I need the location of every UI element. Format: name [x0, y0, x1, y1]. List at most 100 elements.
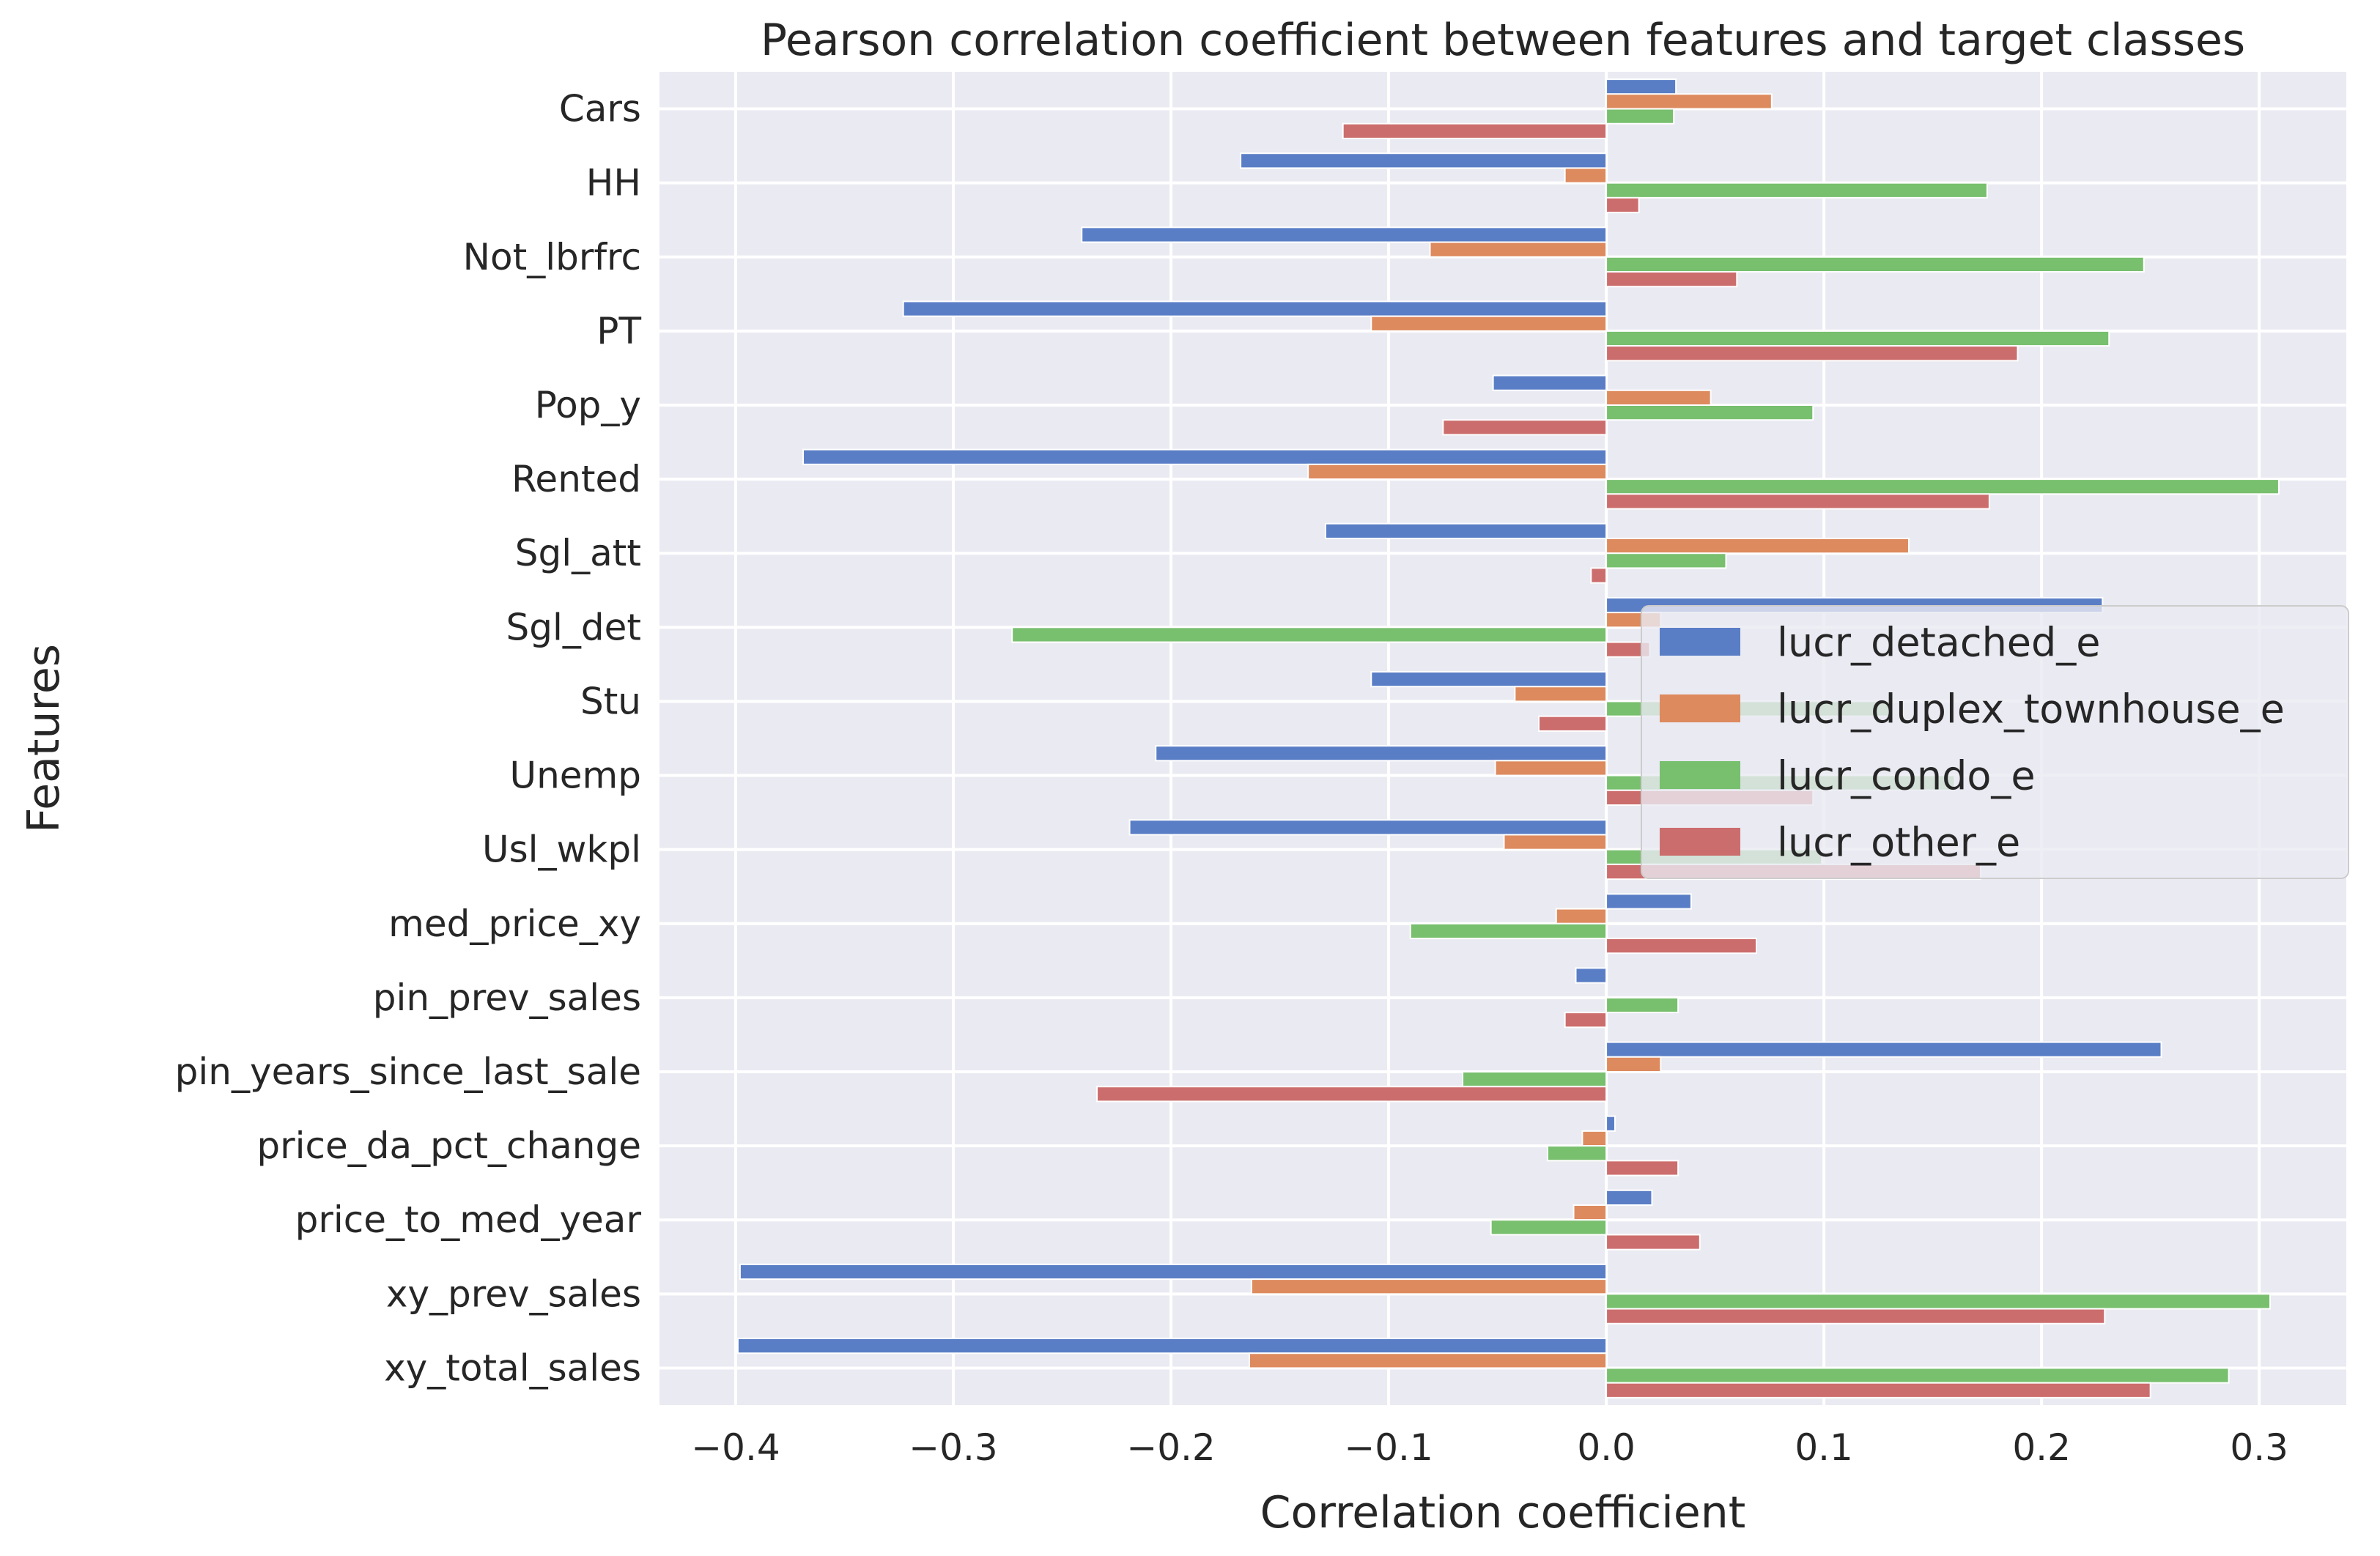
- bar-lucr_other_e-Cars: [1342, 122, 1608, 139]
- legend-swatch: [1660, 628, 1740, 656]
- y-tick-label: Stu: [580, 680, 641, 722]
- legend-swatch: [1660, 828, 1740, 856]
- bar-lucr_duplex_townhouse_e-Not_lbrfrc: [1429, 241, 1608, 258]
- y-tick-label: price_da_pct_change: [256, 1125, 641, 1167]
- x-tick-label: 0.0: [1577, 1426, 1636, 1469]
- bar-lucr_duplex_townhouse_e-Rented: [1307, 463, 1608, 481]
- bar-lucr_detached_e-med_price_xy: [1605, 893, 1692, 910]
- bar-lucr_duplex_townhouse_e-PT: [1370, 315, 1608, 332]
- x-axis-title: Correlation coefficient: [1260, 1487, 1746, 1538]
- x-tick-label: −0.1: [1344, 1426, 1433, 1469]
- legend-label: lucr_other_e: [1777, 820, 2020, 866]
- bar-lucr_detached_e-price_to_med_year: [1605, 1189, 1653, 1207]
- y-tick-label: med_price_xy: [388, 903, 641, 945]
- bar-lucr_duplex_townhouse_e-xy_prev_sales: [1250, 1278, 1608, 1295]
- bar-lucr_condo_e-Cars: [1605, 108, 1675, 125]
- y-tick-label: Rented: [511, 458, 641, 500]
- bar-lucr_condo_e-Not_lbrfrc: [1605, 256, 2145, 273]
- y-tick-label: Sgl_det: [506, 606, 641, 648]
- y-tick-label: price_to_med_year: [295, 1199, 642, 1241]
- bar-lucr_detached_e-pin_years_since_last_sale: [1605, 1041, 2162, 1058]
- bar-lucr_duplex_townhouse_e-pin_years_since_last_sale: [1605, 1056, 1662, 1073]
- y-tick-label: Sgl_att: [515, 532, 641, 574]
- bar-lucr_duplex_townhouse_e-Sgl_att: [1605, 538, 1910, 555]
- y-tick-label: pin_prev_sales: [373, 977, 641, 1019]
- y-tick-label: PT: [596, 310, 641, 352]
- bar-lucr_other_e-price_to_med_year: [1605, 1234, 1701, 1251]
- x-tick-label: 0.3: [2230, 1426, 2288, 1469]
- bar-lucr_detached_e-PT: [902, 300, 1608, 317]
- bar-lucr_duplex_townhouse_e-Cars: [1605, 93, 1773, 110]
- legend: lucr_detached_e lucr_duplex_townhouse_elu…: [1641, 605, 2349, 879]
- bar-lucr_other_e-xy_total_sales: [1605, 1382, 2151, 1398]
- bar-lucr_condo_e-Sgl_att: [1605, 552, 1727, 569]
- y-tick-labels: Cars HH Not_lbrfrc PT Pop_y Rented Sgl_att Sgl_…: [175, 88, 642, 1390]
- bar-lucr_other_e-med_price_xy: [1605, 938, 1758, 955]
- x-tick-label: −0.2: [1126, 1426, 1215, 1469]
- y-tick-label: Pop_y: [535, 384, 641, 426]
- bar-lucr_detached_e-pin_prev_sales: [1575, 967, 1608, 984]
- bar-lucr_condo_e-PT: [1605, 330, 2110, 347]
- bar-lucr_detached_e-Sgl_att: [1324, 522, 1608, 539]
- bar-lucr_other_e-xy_prev_sales: [1605, 1308, 2106, 1325]
- legend-swatch: [1660, 694, 1740, 722]
- bar-lucr_other_e-Sgl_att: [1590, 567, 1608, 584]
- bar-lucr_condo_e-pin_years_since_last_sale: [1462, 1071, 1608, 1088]
- bar-lucr_condo_e-price_da_pct_change: [1546, 1145, 1608, 1162]
- x-tick-label: 0.1: [1795, 1426, 1853, 1469]
- y-tick-label: Unemp: [510, 755, 642, 797]
- legend-box: [1641, 605, 2349, 879]
- bar-lucr_detached_e-Pop_y: [1492, 374, 1608, 391]
- bar-lucr_other_e-pin_prev_sales: [1564, 1012, 1608, 1029]
- bar-lucr_condo_e-Rented: [1605, 478, 2280, 495]
- bar-lucr_detached_e-Not_lbrfrc: [1081, 226, 1608, 243]
- bar-lucr_detached_e-Stu: [1370, 671, 1608, 688]
- bar-lucr_condo_e-Pop_y: [1605, 404, 1814, 421]
- bar-lucr_detached_e-Rented: [802, 448, 1608, 465]
- bar-lucr_duplex_townhouse_e-Stu: [1514, 686, 1608, 703]
- bar-lucr_duplex_townhouse_e-Pop_y: [1605, 389, 1712, 406]
- bar-lucr_duplex_townhouse_e-Unemp: [1494, 760, 1608, 777]
- bar-lucr_detached_e-HH: [1240, 152, 1608, 169]
- bar-lucr_duplex_townhouse_e-Usl_wkpl: [1503, 834, 1608, 851]
- bar-lucr_other_e-PT: [1605, 345, 2019, 362]
- bar-lucr_other_e-Rented: [1605, 493, 1990, 510]
- bar-lucr_detached_e-xy_total_sales: [736, 1338, 1608, 1355]
- x-tick-labels: −0.4 −0.3 −0.2 −0.1 0.0 0.1 0.2 0.3: [691, 1426, 2288, 1469]
- bar-lucr_duplex_townhouse_e-xy_total_sales: [1248, 1352, 1608, 1369]
- bar-lucr_duplex_townhouse_e-price_to_med_year: [1572, 1204, 1608, 1221]
- y-axis-title: Features: [18, 644, 70, 833]
- legend-label: lucr_condo_e: [1777, 753, 2036, 799]
- bar-lucr_other_e-Stu: [1538, 715, 1608, 732]
- bar-lucr_duplex_townhouse_e-price_da_pct_change: [1581, 1130, 1608, 1147]
- legend-label: lucr_detached_e: [1777, 620, 2101, 666]
- bar-lucr_condo_e-xy_total_sales: [1605, 1367, 2230, 1384]
- y-tick-label: Cars: [559, 88, 641, 130]
- bar-lucr_condo_e-HH: [1605, 182, 1988, 199]
- legend-swatch: [1660, 761, 1740, 789]
- legend-label: lucr_duplex_townhouse_e: [1777, 686, 2285, 733]
- y-tick-label: pin_years_since_last_sale: [175, 1051, 641, 1093]
- x-tick-label: −0.3: [909, 1426, 997, 1469]
- bar-lucr_detached_e-xy_prev_sales: [739, 1263, 1608, 1281]
- y-tick-label: xy_prev_sales: [386, 1272, 641, 1315]
- bar-lucr_condo_e-pin_prev_sales: [1605, 996, 1679, 1014]
- x-tick-label: −0.4: [691, 1426, 780, 1469]
- bar-lucr_other_e-Pop_y: [1442, 419, 1608, 436]
- bar-lucr_condo_e-price_to_med_year: [1490, 1219, 1608, 1236]
- bar-lucr_other_e-pin_years_since_last_sale: [1096, 1086, 1608, 1103]
- bar-lucr_condo_e-med_price_xy: [1409, 922, 1608, 940]
- bar-lucr_detached_e-Usl_wkpl: [1128, 819, 1608, 836]
- bar-lucr_other_e-HH: [1605, 196, 1640, 214]
- bar-lucr_other_e-Not_lbrfrc: [1605, 271, 1738, 288]
- bar-lucr_duplex_townhouse_e-med_price_xy: [1555, 908, 1608, 925]
- bar-lucr_detached_e-Cars: [1605, 78, 1677, 95]
- y-tick-label: HH: [586, 162, 641, 204]
- bar-lucr_duplex_townhouse_e-HH: [1564, 167, 1608, 184]
- bar-lucr_detached_e-Unemp: [1155, 745, 1608, 762]
- y-tick-label: Not_lbrfrc: [463, 236, 641, 278]
- bar-lucr_condo_e-xy_prev_sales: [1605, 1293, 2272, 1310]
- bar-lucr_condo_e-Sgl_det: [1011, 626, 1608, 643]
- bar-lucr_other_e-price_da_pct_change: [1605, 1160, 1679, 1177]
